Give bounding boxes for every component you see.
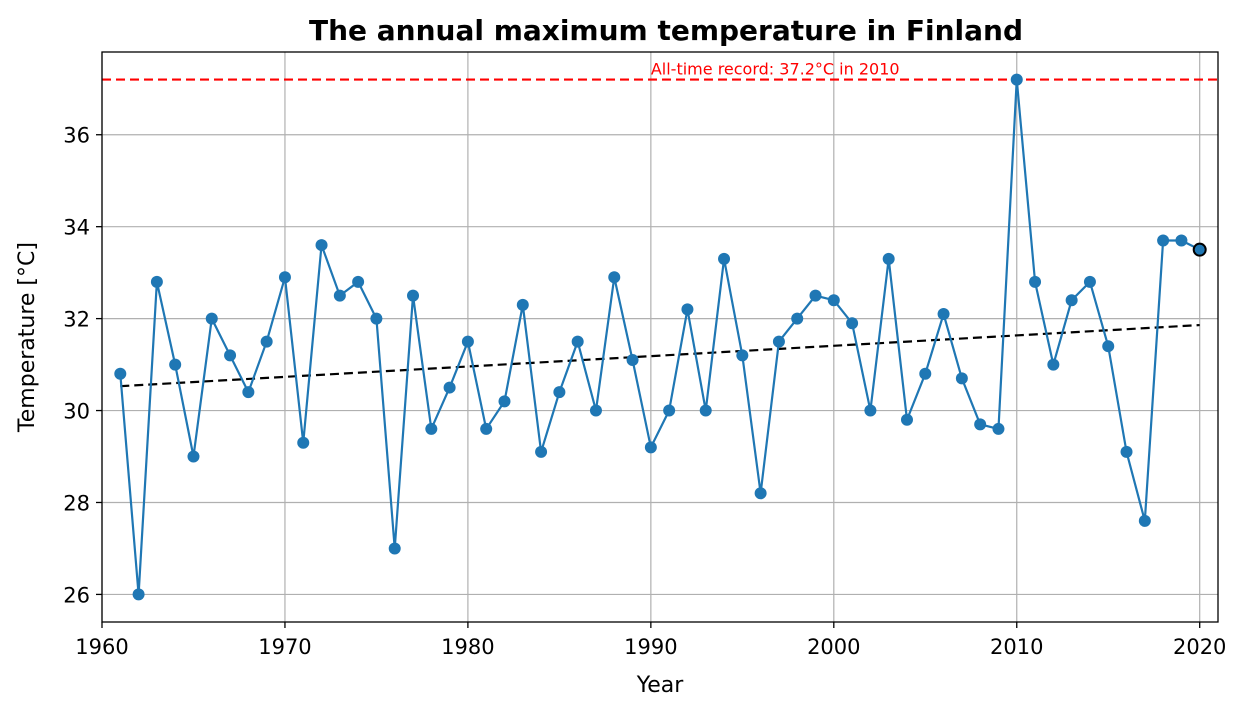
x-tick-label: 2020: [1173, 635, 1226, 659]
data-point: [315, 239, 328, 252]
data-point: [1120, 445, 1133, 458]
x-tick-label: 1960: [75, 635, 128, 659]
x-axis-label: Year: [636, 673, 685, 698]
data-point: [1157, 234, 1170, 247]
data-point: [224, 349, 237, 362]
data-point: [553, 386, 566, 399]
data-point: [169, 358, 182, 371]
data-point: [370, 312, 383, 325]
data-point: [699, 404, 712, 417]
data-point: [1175, 234, 1188, 247]
data-point: [919, 367, 932, 380]
series-layer: [114, 73, 1207, 601]
data-point: [718, 252, 731, 265]
data-point: [1029, 275, 1042, 288]
data-point: [827, 294, 840, 307]
chart-title: The annual maximum temperature in Finlan…: [309, 14, 1023, 47]
y-tick-label: 36: [63, 124, 90, 148]
data-point: [754, 487, 767, 500]
x-tick-label: 1980: [441, 635, 494, 659]
y-axis-label: Temperature [°C]: [15, 242, 40, 433]
series-line: [119, 79, 1201, 595]
x-tick-label: 1990: [624, 635, 677, 659]
data-point: [846, 317, 859, 330]
data-point: [900, 413, 913, 426]
data-point: [608, 271, 621, 284]
data-point: [260, 335, 273, 348]
data-point: [1047, 358, 1060, 371]
x-tick-label: 2010: [990, 635, 1043, 659]
x-tick-label: 1970: [258, 635, 311, 659]
data-point: [626, 353, 639, 366]
data-point: [535, 445, 548, 458]
data-point: [772, 335, 785, 348]
reference-lines: [102, 78, 1218, 388]
data-point: [297, 436, 310, 449]
x-tick-label: 2000: [807, 635, 860, 659]
axis-ticks: 1960 1970 1980 1990 2000 2010 2020 26 28 30 32 34 36: [63, 124, 1226, 659]
data-point: [443, 381, 456, 394]
y-tick-label: 26: [63, 583, 90, 607]
trend-line: [120, 323, 1200, 388]
data-point: [242, 386, 255, 399]
y-tick-label: 30: [63, 400, 90, 424]
data-point: [937, 308, 950, 321]
data-point: [132, 588, 145, 601]
data-point: [1065, 294, 1078, 307]
data-point: [425, 422, 438, 435]
data-point: [955, 372, 968, 385]
data-point: [1083, 275, 1096, 288]
data-point: [388, 542, 401, 555]
data-point: [809, 289, 822, 302]
data-point: [589, 404, 602, 417]
data-point: [864, 404, 877, 417]
data-point: [352, 275, 365, 288]
record-annotation: All-time record: 37.2°C in 2010: [651, 60, 900, 79]
data-point: [516, 298, 529, 311]
data-point: [1102, 340, 1115, 353]
data-point: [150, 275, 163, 288]
highlight-point: [1192, 242, 1207, 257]
data-point: [498, 395, 511, 408]
y-tick-label: 32: [63, 308, 90, 332]
data-point: [1138, 514, 1151, 527]
plot-frame: [101, 51, 1219, 623]
data-point: [644, 441, 657, 454]
data-point: [1010, 73, 1023, 86]
data-point: [333, 289, 346, 302]
data-point: [663, 404, 676, 417]
data-point: [407, 289, 420, 302]
data-point: [992, 422, 1005, 435]
data-point: [974, 418, 987, 431]
data-point: [571, 335, 584, 348]
data-point: [114, 367, 127, 380]
data-point: [278, 271, 291, 284]
data-point: [461, 335, 474, 348]
data-point: [882, 252, 895, 265]
y-tick-label: 28: [63, 491, 90, 515]
y-tick-label: 34: [63, 216, 90, 240]
data-point: [791, 312, 804, 325]
data-point: [681, 303, 694, 316]
data-point: [480, 422, 493, 435]
data-point: [187, 450, 200, 463]
data-point: [205, 312, 218, 325]
data-point: [736, 349, 749, 362]
